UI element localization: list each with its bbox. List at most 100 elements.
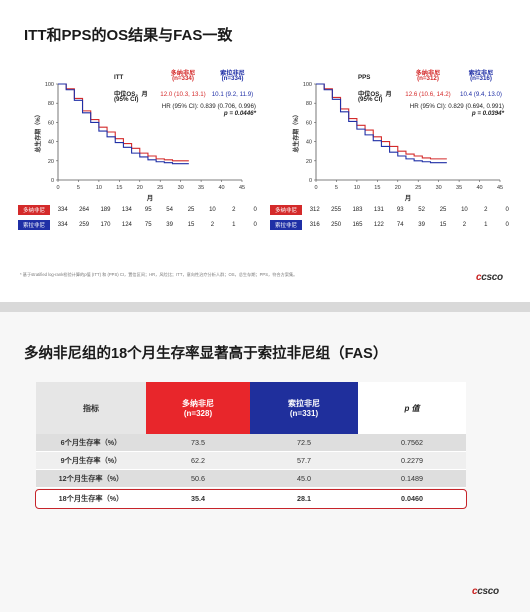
dona-header: 多纳非尼	[415, 70, 441, 77]
cell-sola: 28.1	[297, 494, 311, 503]
risk-cell: 131	[373, 207, 384, 213]
risk-cell: 165	[352, 222, 363, 228]
logo-text: csco	[481, 272, 503, 283]
table-row: 12个月生存率（%） 50.6 45.0 0.1489	[36, 470, 466, 488]
km-panel-itt: 0 20 40 60 80 100 0 5 10 15 20 25 30 35 40 45 总生存期（%）月 I…	[10, 58, 258, 246]
y-tick-label: 40	[48, 140, 54, 146]
x-tick-label: 25	[415, 185, 421, 191]
x-tick-label: 20	[395, 185, 401, 191]
y-tick-label: 100	[45, 82, 54, 88]
cell-metric: 12个月生存率（%）	[58, 473, 124, 483]
x-tick-label: 35	[456, 185, 462, 191]
sola-header: 索拉非尼	[468, 70, 494, 77]
risk-cell: 334	[57, 207, 68, 213]
risk-cell: 312	[309, 207, 320, 213]
risk-cell: 124	[121, 222, 132, 228]
cell-p: 0.7562	[401, 438, 423, 447]
risk-cell: 2	[484, 207, 488, 213]
risk-cell: 2	[210, 222, 215, 228]
header-dona: 多纳非尼 (n=328)	[146, 382, 250, 434]
cell-metric: 6个月生存率（%）	[60, 437, 122, 447]
x-tick-label: 45	[239, 185, 245, 191]
risk-cell: 259	[79, 222, 90, 228]
y-axis-label: 总生存期（%）	[292, 111, 300, 152]
dona-os: 12.6 (10.6, 14.2)	[405, 91, 451, 98]
sola-os: 10.1 (9.2, 11.9)	[211, 91, 254, 98]
risk-cell: 74	[396, 222, 404, 228]
y-tick-label: 80	[48, 101, 54, 107]
km-chart-itt: 0 20 40 60 80 100 0 5 10 15 20 25 30 35 40 45 总生存期（%） 月	[34, 82, 245, 202]
risk-cell: 10	[461, 207, 468, 213]
slide-title: ITT和PPS的OS结果与FAS一致	[24, 27, 233, 44]
survival-comparison-table: 指标 多纳非尼 (n=328) 索拉非尼 (n=331) p 值 6个月生存率（%）…	[35, 382, 467, 509]
header-metric: 指标	[36, 382, 146, 434]
x-tick-label: 30	[178, 185, 184, 191]
x-tick-label: 40	[476, 185, 482, 191]
risk-cell: 189	[100, 207, 111, 213]
risk-cell: 264	[79, 207, 90, 213]
risk-cell: 183	[352, 207, 363, 213]
cell-sola: 57.7	[297, 456, 311, 465]
risk-label-dona: 多纳非尼	[270, 205, 302, 215]
risk-cell: 250	[331, 222, 342, 228]
x-tick-label: 10	[96, 185, 102, 191]
km-panel-pps: 0 20 40 60 80 100 0 5 10 15 20 25 30 35 40 45 总生存期（%）月 P…	[268, 58, 516, 246]
p-value: p = 0.0446*	[223, 110, 256, 117]
x-tick-label: 5	[335, 185, 338, 191]
x-tick-label: 15	[374, 185, 380, 191]
os-label: 中位OS，月	[358, 91, 392, 98]
risk-row-sola: 索拉非尼 334 259 170 124 75 39 15 2 1 0	[18, 219, 266, 231]
series-line-sola	[58, 83, 189, 165]
risk-cell: 10	[209, 207, 216, 213]
y-tick-label: 0	[309, 178, 312, 184]
sola-os: 10.4 (9.4, 13.0)	[460, 91, 502, 98]
cell-dona: 62.2	[191, 456, 205, 465]
risk-label-dona: 多纳非尼	[18, 205, 50, 215]
cell-p: 0.2279	[401, 456, 423, 465]
os-label: 中位OS，月	[114, 91, 148, 98]
dona-n: (n=334)	[172, 75, 194, 82]
risk-cell: 15	[439, 222, 447, 228]
y-tick-label: 60	[306, 120, 312, 126]
risk-cell: 0	[505, 222, 509, 228]
population-label: PPS	[358, 74, 371, 81]
cell-sola: 72.5	[297, 438, 311, 447]
slide-title: 多纳非尼组的18个月生存率显著高于索拉非尼组（FAS）	[24, 346, 388, 362]
table-row-highlight: 18个月生存率（%） 35.4 28.1 0.0460	[35, 489, 467, 509]
risk-cell: 25	[439, 207, 447, 213]
y-axis-label: 总生存期（%）	[34, 111, 42, 152]
cell-dona: 50.6	[191, 474, 205, 483]
y-tick-label: 60	[48, 120, 54, 126]
x-tick-label: 35	[198, 185, 204, 191]
hazard-ratio: HR (95% CI): 0.829 (0.694, 0.991)	[409, 103, 504, 110]
risk-row-dona: 多纳非尼 312 255 183 131 93 52 25 10 2 0	[270, 204, 518, 216]
header-metric-label: 指标	[83, 403, 99, 413]
legend-box: ITT 多纳非尼 (n=334) 索拉非尼 (n=334) 中位OS，月 (95…	[110, 64, 256, 117]
legend-box: PPS 多纳非尼 (n=312) 索拉非尼 (n=316) 中位OS，月 (95…	[354, 64, 506, 117]
table-row: 6个月生存率（%） 73.5 72.5 0.7562	[36, 434, 466, 452]
series-line-dona	[58, 83, 189, 162]
risk-row-dona: 多纳非尼 334 264 189 134 95 54 25 10 2 0	[18, 204, 266, 216]
y-tick-label: 20	[48, 159, 54, 165]
risk-cell: 25	[187, 207, 195, 213]
hazard-ratio: HR (95% CI): 0.839 (0.706, 0.996)	[161, 103, 256, 110]
y-tick-label: 20	[306, 159, 312, 165]
header-pvalue-label: p 值	[404, 403, 420, 413]
risk-cell: 134	[121, 207, 132, 213]
km-chart-pps: 0 20 40 60 80 100 0 5 10 15 20 25 30 35 40 45 总生存期（%） 月	[292, 82, 503, 202]
x-tick-label: 0	[56, 185, 59, 191]
cell-dona: 73.5	[191, 438, 205, 447]
dona-os: 12.0 (10.3, 13.1)	[160, 91, 206, 98]
header-dona-label: 多纳非尼	[182, 399, 214, 408]
risk-row-sola: 索拉非尼 316 250 165 122 74 39 15 2 1 0	[270, 219, 518, 231]
x-tick-label: 45	[497, 185, 503, 191]
x-tick-label: 20	[137, 185, 143, 191]
risk-cell: 54	[166, 207, 173, 213]
risk-cell: 39	[166, 222, 173, 228]
os-ci-label: (95% CI)	[114, 96, 139, 103]
risk-cell: 1	[232, 222, 236, 228]
risk-cell: 316	[309, 222, 320, 228]
csco-logo: ccsco	[476, 272, 503, 283]
table-row: 9个月生存率（%） 62.2 57.7 0.2279	[36, 452, 466, 470]
table-body: 6个月生存率（%） 73.5 72.5 0.7562 9个月生存率（%） 62.…	[35, 434, 467, 509]
